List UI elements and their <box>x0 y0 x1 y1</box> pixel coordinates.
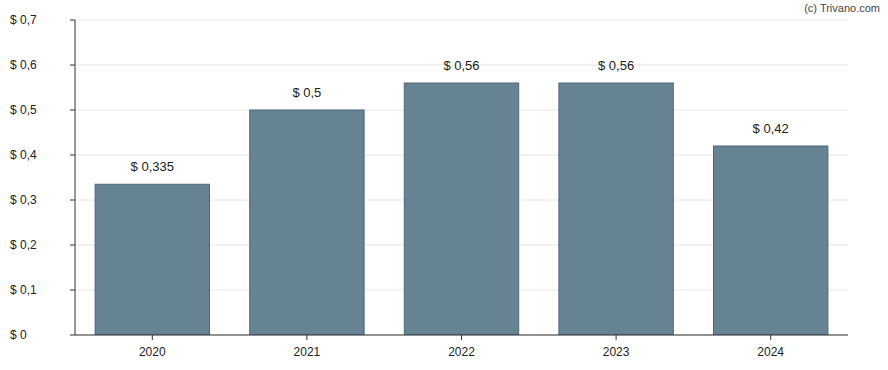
y-tick <box>70 65 75 66</box>
data-label: $ 0,56 <box>598 58 634 73</box>
y-tick <box>70 200 75 201</box>
bar <box>250 110 364 335</box>
y-tick <box>70 290 75 291</box>
chart: $ 0 $ 0,1 $ 0,2 $ 0,3 $ 0,4 $ 0,5 $ 0,6 $ 0,7 20… <box>0 0 888 370</box>
bar <box>95 184 209 335</box>
y-tick-label: $ 0,1 <box>10 283 37 297</box>
x-tick-label: 2023 <box>603 345 630 359</box>
y-tick <box>70 335 75 336</box>
y-tick-label: $ 0,5 <box>10 103 37 117</box>
y-tick <box>70 20 75 21</box>
x-tick-label: 2021 <box>294 345 321 359</box>
x-tick-label: 2024 <box>757 345 784 359</box>
x-tick <box>152 335 153 340</box>
y-tick <box>70 110 75 111</box>
x-tick-label: 2022 <box>448 345 475 359</box>
x-tick-label: 2020 <box>139 345 166 359</box>
x-tick <box>616 335 617 340</box>
y-tick-label: $ 0 <box>10 328 27 342</box>
credit: (c) Trivano.com <box>804 2 880 14</box>
grid-line <box>75 20 848 21</box>
y-tick-label: $ 0,6 <box>10 58 37 72</box>
x-tick <box>306 335 307 340</box>
y-tick-label: $ 0,4 <box>10 148 37 162</box>
y-tick-label: $ 0,3 <box>10 193 37 207</box>
y-tick <box>70 155 75 156</box>
bars <box>95 83 828 335</box>
y-tick <box>70 245 75 246</box>
bar <box>559 83 673 335</box>
bar <box>713 146 827 335</box>
data-label: $ 0,42 <box>753 121 789 136</box>
data-label: $ 0,335 <box>131 159 174 174</box>
x-tick <box>461 335 462 340</box>
x-tick <box>770 335 771 340</box>
data-label: $ 0,56 <box>443 58 479 73</box>
data-label: $ 0,5 <box>292 85 321 100</box>
bar <box>404 83 518 335</box>
y-tick-label: $ 0,2 <box>10 238 37 252</box>
y-axis <box>75 20 76 335</box>
y-tick-label: $ 0,7 <box>10 13 37 27</box>
